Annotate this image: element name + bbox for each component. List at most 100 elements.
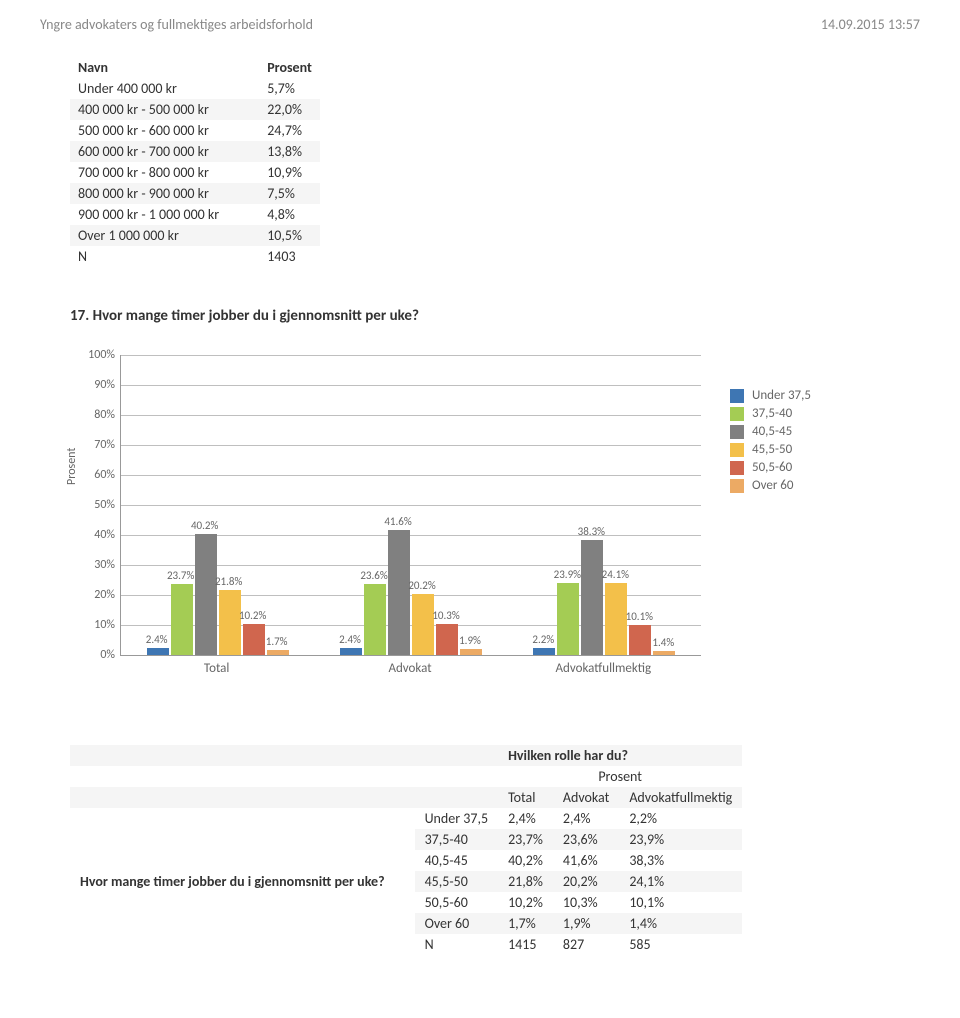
salary-table: Navn Prosent Under 400 000 kr5,7%400 000… [70,57,320,267]
table2-row-label: Under 37,5 [415,808,499,829]
table2-col-header: Total [498,787,553,808]
chart-ytick: 20% [75,588,115,602]
table2-row-label: Over 60 [415,913,499,934]
crosstab-table: Hvilken rolle har du?ProsentTotalAdvokat… [70,745,742,955]
chart-ytick: 60% [75,468,115,482]
legend-swatch [730,407,744,421]
legend-label: 37,5-40 [752,406,792,421]
legend-item: Under 37,5 [730,388,811,403]
chart-gridline [121,415,701,416]
chart-bar [340,648,362,655]
chart-bar-label: 21.8% [205,575,253,588]
chart-bar [364,584,386,655]
table2-cell: 10,1% [619,892,742,913]
chart-bar-label: 1.4% [639,636,687,649]
table2-col-header: Advokat [553,787,619,808]
table2-cell: 21,8% [498,871,553,892]
table-row: 600 000 kr - 700 000 kr13,8% [70,141,320,162]
table-row: 900 000 kr - 1 000 000 kr4,8% [70,204,320,225]
chart-bar [171,584,193,655]
hours-bar-chart: Prosent 2.4%23.7%40.2%21.8%10.2%1.7%2.4%… [70,345,710,705]
table1-label: Over 1 000 000 kr [70,225,227,246]
table-row: 400 000 kr - 500 000 kr22,0% [70,99,320,120]
legend-label: Under 37,5 [752,388,811,403]
legend-swatch [730,425,744,439]
table1-value: 24,7% [227,120,320,141]
chart-bar-label: 20.2% [398,579,446,592]
table-row: 700 000 kr - 800 000 kr10,9% [70,162,320,183]
table2-cell: 23,7% [498,829,553,850]
table1-value: 10,9% [227,162,320,183]
table2-subheader: Prosent [498,766,742,787]
chart-ytick: 0% [75,648,115,662]
table2-row-label: N [415,934,499,955]
header-title: Yngre advokaters og fullmektiges arbeids… [40,16,313,33]
section-title: 17. Hvor mange timer jobber du i gjennom… [70,307,920,325]
table2-row-label: 37,5-40 [415,829,499,850]
table2-cell: 1,9% [553,913,619,934]
table-row: Under 400 000 kr5,7% [70,78,320,99]
chart-bar-label: 41.6% [374,515,422,528]
legend-item: 45,5-50 [730,442,811,457]
table2-cell: 2,2% [619,808,742,829]
table1-label: 900 000 kr - 1 000 000 kr [70,204,227,225]
legend-swatch [730,461,744,475]
table2-row-label: 45,5-50 [415,871,499,892]
table2-cell: 38,3% [619,850,742,871]
chart-ytick: 70% [75,438,115,452]
legend-label: 40,5-45 [752,424,792,439]
table1-col-name: Navn [70,57,227,78]
table2-cell: 1415 [498,934,553,955]
table2-row-label: 50,5-60 [415,892,499,913]
table2-cell: 23,9% [619,829,742,850]
table1-value: 5,7% [227,78,320,99]
table2-cell: 40,2% [498,850,553,871]
table1-label: N [70,246,227,267]
table2-rowlabel: Hvor mange timer jobber du i gjennomsnit… [70,808,415,955]
chart-bar-label: 40.2% [181,519,229,532]
legend-label: Over 60 [752,478,793,493]
table1-value: 7,5% [227,183,320,204]
chart-bar [388,530,410,655]
chart-legend: Under 37,5 37,5-40 40,5-45 45,5-50 50,5-60 Ov… [730,345,811,705]
legend-item: 50,5-60 [730,460,811,475]
table-row: 500 000 kr - 600 000 kr24,7% [70,120,320,141]
legend-label: 50,5-60 [752,460,792,475]
table2-cell: 20,2% [553,871,619,892]
table1-value: 4,8% [227,204,320,225]
chart-bar [533,648,555,655]
legend-item: 40,5-45 [730,424,811,439]
chart-bar [195,534,217,655]
table1-label: 500 000 kr - 600 000 kr [70,120,227,141]
table-row: N1403 [70,246,320,267]
chart-ytick: 10% [75,618,115,632]
chart-category-label: Advokatfullmektig [513,661,693,676]
table2-cell: 2,4% [553,808,619,829]
table1-value: 1403 [227,246,320,267]
chart-bar-label: 1.7% [253,635,301,648]
table1-value: 13,8% [227,141,320,162]
table2-row-label: 40,5-45 [415,850,499,871]
chart-bar [581,540,603,655]
chart-bar [557,583,579,655]
chart-bar-label: 10.3% [422,609,470,622]
chart-bar-label: 10.2% [229,609,277,622]
chart-gridline [121,445,701,446]
chart-ytick: 50% [75,498,115,512]
legend-item: Over 60 [730,478,811,493]
table1-label: 800 000 kr - 900 000 kr [70,183,227,204]
chart-category-label: Advokat [320,661,500,676]
chart-gridline [121,355,701,356]
table2-cell: 10,2% [498,892,553,913]
chart-bar [460,649,482,655]
table2-superheader: Hvilken rolle har du? [498,745,742,766]
table1-label: 400 000 kr - 500 000 kr [70,99,227,120]
page-header: Yngre advokaters og fullmektiges arbeids… [40,16,920,33]
table-row: Hvor mange timer jobber du i gjennomsnit… [70,808,742,829]
table2-cell: 10,3% [553,892,619,913]
chart-ytick: 40% [75,528,115,542]
chart-gridline [121,505,701,506]
table1-label: Under 400 000 kr [70,78,227,99]
chart-ytick: 100% [75,348,115,362]
legend-swatch [730,479,744,493]
